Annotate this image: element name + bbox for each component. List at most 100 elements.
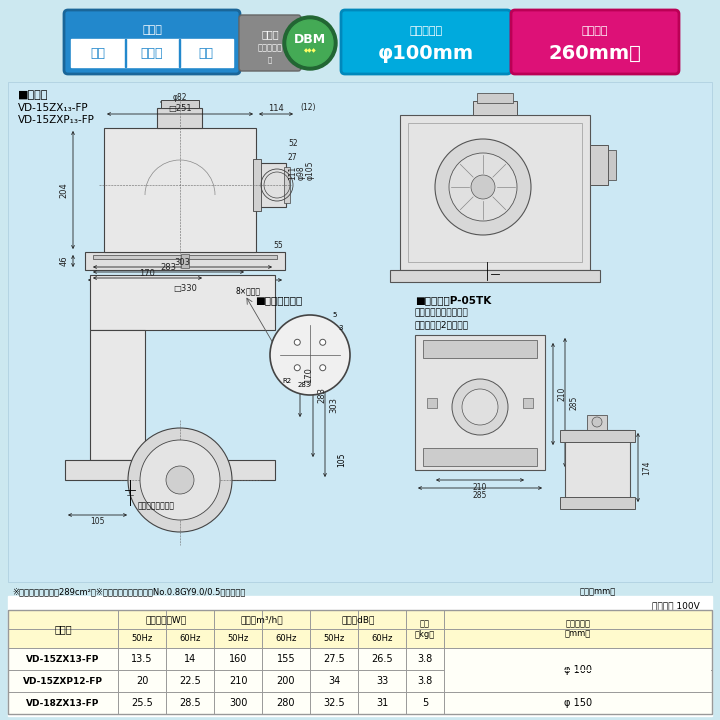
- Text: VD-15ZXP₁₃-FP: VD-15ZXP₁₃-FP: [18, 115, 95, 125]
- Circle shape: [287, 20, 333, 66]
- Bar: [71, 39, 233, 67]
- Text: φ100mm: φ100mm: [378, 43, 474, 63]
- Text: 風圧式: 風圧式: [261, 29, 279, 39]
- Text: ■天吊金具P-05TK: ■天吊金具P-05TK: [415, 295, 491, 305]
- Text: 28.5: 28.5: [179, 698, 201, 708]
- Text: ■据付穴詳細図: ■据付穴詳細図: [255, 295, 302, 305]
- Circle shape: [449, 153, 517, 221]
- Text: 283: 283: [318, 387, 326, 403]
- Text: ■外形図: ■外形図: [18, 90, 48, 100]
- Text: 5: 5: [422, 698, 428, 708]
- Bar: [8, 610, 712, 648]
- Circle shape: [166, 466, 194, 494]
- Text: 14: 14: [184, 654, 196, 664]
- Text: 170: 170: [140, 269, 156, 277]
- Bar: [400, 115, 590, 270]
- Text: 300: 300: [229, 698, 247, 708]
- Text: 283: 283: [298, 382, 311, 388]
- Circle shape: [471, 175, 495, 199]
- Text: 5: 5: [332, 312, 336, 318]
- Circle shape: [592, 417, 602, 427]
- Bar: [565, 430, 630, 505]
- Bar: [523, 398, 533, 408]
- Text: 接続パイプ: 接続パイプ: [410, 26, 443, 36]
- Circle shape: [270, 315, 350, 395]
- Bar: [8, 648, 712, 670]
- Text: □251: □251: [168, 104, 192, 112]
- FancyBboxPatch shape: [511, 10, 679, 74]
- Text: 25.5: 25.5: [131, 698, 153, 708]
- Text: □330: □330: [173, 284, 197, 292]
- Text: 280: 280: [276, 698, 295, 708]
- Text: VD-15ZX₁₃-FP: VD-15ZX₁₃-FP: [18, 103, 89, 113]
- Text: 60Hz: 60Hz: [372, 634, 392, 643]
- FancyBboxPatch shape: [341, 10, 511, 74]
- Bar: [90, 275, 275, 330]
- Bar: [8, 610, 712, 714]
- Text: 105: 105: [337, 452, 346, 467]
- Text: 50Hz: 50Hz: [131, 634, 153, 643]
- Text: 消費電力（W）: 消費電力（W）: [145, 615, 186, 624]
- Text: 111: 111: [288, 166, 297, 180]
- FancyBboxPatch shape: [239, 15, 301, 71]
- Bar: [104, 128, 256, 252]
- Text: φ82: φ82: [172, 92, 186, 102]
- Bar: [8, 670, 712, 692]
- Bar: [423, 448, 537, 466]
- Text: 46: 46: [60, 256, 68, 266]
- Text: 210: 210: [229, 676, 247, 686]
- Text: φ 100: φ 100: [564, 665, 592, 675]
- Text: 27: 27: [288, 153, 297, 162]
- Text: 60Hz: 60Hz: [275, 634, 297, 643]
- Bar: [587, 415, 607, 430]
- Circle shape: [294, 365, 300, 371]
- Bar: [161, 100, 199, 108]
- Text: 22.5: 22.5: [179, 676, 201, 686]
- Text: 3.8: 3.8: [418, 676, 433, 686]
- Bar: [179, 39, 180, 67]
- Text: 27.5: 27.5: [323, 654, 345, 664]
- Text: ※グリル開口面積は289cm²　※グリル色調はマンセルNo.0.8GY9.0/0.5（近似色）: ※グリル開口面積は289cm² ※グリル色調はマンセルNo.0.8GY9.0/0…: [12, 587, 246, 596]
- Text: R2: R2: [282, 378, 291, 384]
- Text: φ98: φ98: [297, 166, 306, 180]
- Text: 13.5: 13.5: [131, 654, 153, 664]
- Bar: [560, 497, 635, 509]
- Bar: [390, 270, 600, 282]
- Circle shape: [128, 428, 232, 532]
- Text: 据付位置（2点吊り）: 据付位置（2点吊り）: [415, 320, 469, 329]
- Bar: [284, 167, 290, 203]
- Text: 204: 204: [60, 182, 68, 198]
- Circle shape: [320, 365, 325, 371]
- Text: 電源電圧 100V: 電源電圧 100V: [652, 601, 700, 610]
- Text: VD-15ZX13-FP: VD-15ZX13-FP: [27, 654, 99, 664]
- Bar: [427, 398, 437, 408]
- Bar: [423, 340, 537, 358]
- Bar: [477, 93, 513, 103]
- Text: 200: 200: [276, 676, 295, 686]
- Circle shape: [140, 440, 220, 520]
- Bar: [590, 145, 608, 185]
- FancyBboxPatch shape: [64, 10, 240, 74]
- Text: 50Hz: 50Hz: [323, 634, 345, 643]
- Text: 170: 170: [305, 367, 313, 383]
- Text: 260mm角: 260mm角: [549, 43, 642, 63]
- Text: 60Hz: 60Hz: [179, 634, 201, 643]
- Text: 居間: 居間: [91, 47, 106, 60]
- Text: φ 150: φ 150: [564, 698, 592, 708]
- Text: 285: 285: [570, 395, 578, 410]
- Bar: [85, 252, 285, 270]
- Text: 285: 285: [473, 490, 487, 500]
- Circle shape: [435, 139, 531, 235]
- Text: 32.5: 32.5: [323, 698, 345, 708]
- Bar: [8, 596, 712, 716]
- Bar: [157, 108, 202, 128]
- Text: 事務所: 事務所: [140, 47, 163, 60]
- Text: 埋込寸法: 埋込寸法: [582, 26, 608, 36]
- Text: 283: 283: [161, 263, 176, 271]
- Text: 105: 105: [90, 518, 104, 526]
- Text: シャッター: シャッター: [258, 43, 282, 53]
- Text: （単位mm）: （単位mm）: [580, 587, 616, 596]
- Text: 55: 55: [273, 241, 283, 250]
- Text: 店舗: 店舗: [199, 47, 214, 60]
- Text: 210: 210: [557, 387, 567, 401]
